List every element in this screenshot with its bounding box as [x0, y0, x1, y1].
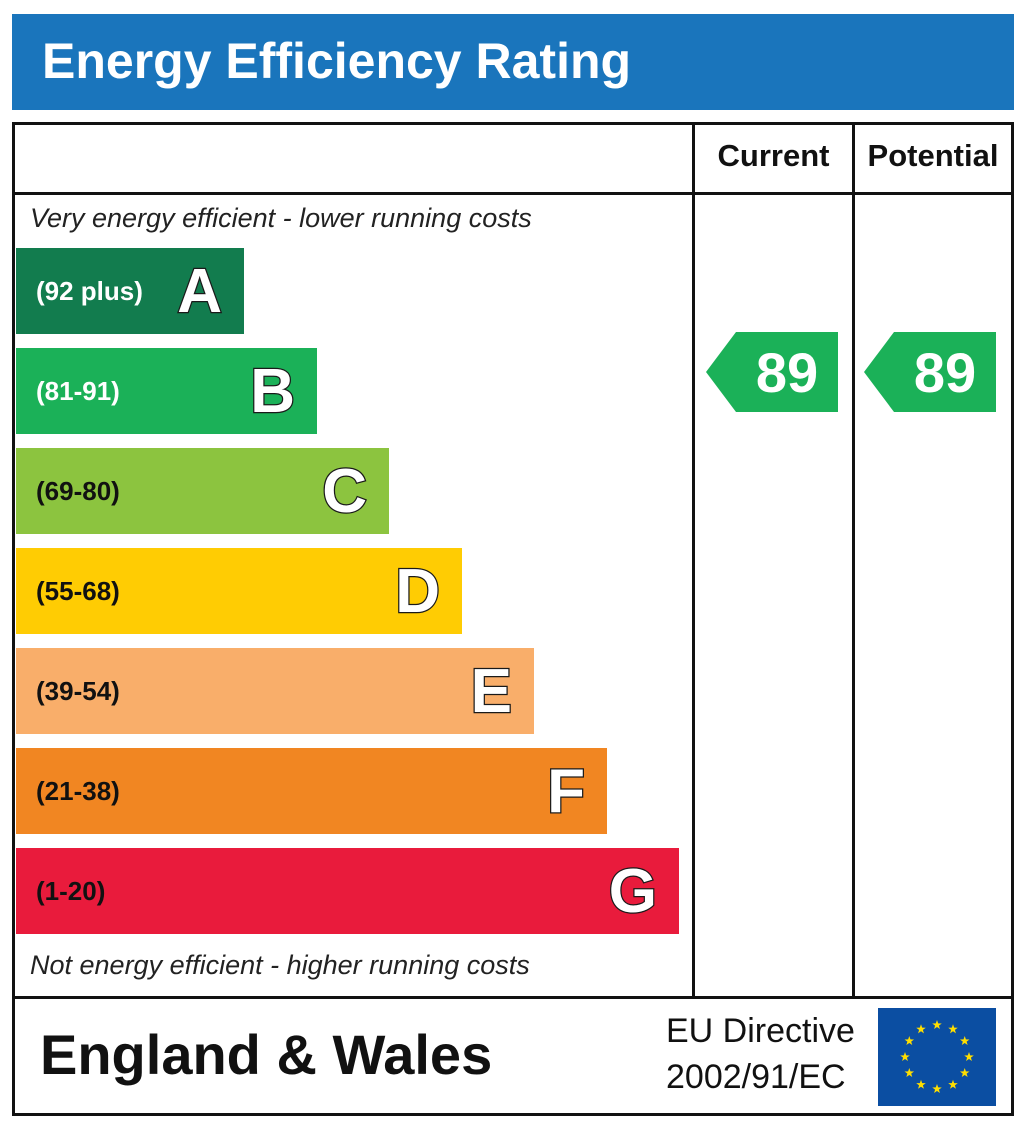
eu-star-icon: [964, 1052, 974, 1062]
band-range-label: (1-20): [36, 876, 106, 906]
eu-flag-icon: [878, 1008, 996, 1106]
region-label: England & Wales: [40, 1023, 493, 1086]
band-e: (39-54) E: [16, 648, 534, 734]
column-divider-current: [692, 122, 695, 999]
band-b: (81-91) B: [16, 348, 317, 434]
band-letter: G: [608, 856, 659, 928]
eu-star-icon: [904, 1036, 915, 1046]
inefficient-note: Not energy efficient - higher running co…: [30, 950, 530, 980]
page-title: Energy Efficiency Rating: [42, 33, 632, 89]
directive-line-2: 2002/91/EC: [666, 1058, 846, 1096]
band-range-label: (39-54): [36, 676, 120, 706]
band-range-label: (21-38): [36, 776, 120, 806]
eu-star-icon: [959, 1036, 970, 1046]
potential-rating-value: 89: [913, 341, 977, 404]
current-arrow-shape: [706, 332, 838, 412]
current-rating-arrow: 89: [706, 332, 838, 412]
band-letter: D: [394, 556, 441, 628]
footer-divider: [12, 996, 1014, 999]
band-g: (1-20) G: [16, 848, 679, 934]
band-d: (55-68) D: [16, 548, 462, 634]
column-header-current: Current: [717, 138, 830, 173]
band-a: (92 plus) A: [16, 248, 244, 334]
eu-star-icon: [932, 1084, 942, 1094]
band-f: (21-38) F: [16, 748, 607, 834]
directive-line-1: EU Directive: [666, 1012, 855, 1050]
potential-rating-arrow: 89: [864, 332, 996, 412]
eu-star-icon: [948, 1079, 958, 1089]
band-letter: A: [176, 256, 223, 328]
band-range-label: (55-68): [36, 576, 120, 606]
band-letter: E: [469, 656, 513, 728]
eu-star-icon: [900, 1052, 910, 1062]
column-header-potential: Potential: [867, 138, 999, 173]
eu-star-icon: [916, 1079, 926, 1089]
band-range-label: (81-91): [36, 376, 120, 406]
eu-star-icon: [916, 1024, 926, 1034]
band-c: (69-80) C: [16, 448, 389, 534]
band-letter: F: [546, 756, 586, 828]
header-divider: [12, 192, 1014, 195]
band-letter: B: [249, 356, 296, 428]
eu-star-icon: [948, 1024, 958, 1034]
eu-star-icon: [959, 1068, 970, 1078]
current-rating-value: 89: [755, 341, 819, 404]
title-bar: Energy Efficiency Rating: [12, 14, 1014, 110]
column-divider-potential: [852, 122, 855, 999]
potential-arrow-shape: [864, 332, 996, 412]
rating-table: [12, 122, 1014, 1116]
band-letter: C: [321, 456, 368, 528]
eu-star-icon: [904, 1068, 915, 1078]
eu-star-icon: [932, 1020, 942, 1030]
band-range-label: (92 plus): [36, 276, 143, 306]
efficient-note: Very energy efficient - lower running co…: [30, 203, 532, 233]
eu-stars: [900, 1020, 974, 1094]
band-range-label: (69-80): [36, 476, 120, 506]
